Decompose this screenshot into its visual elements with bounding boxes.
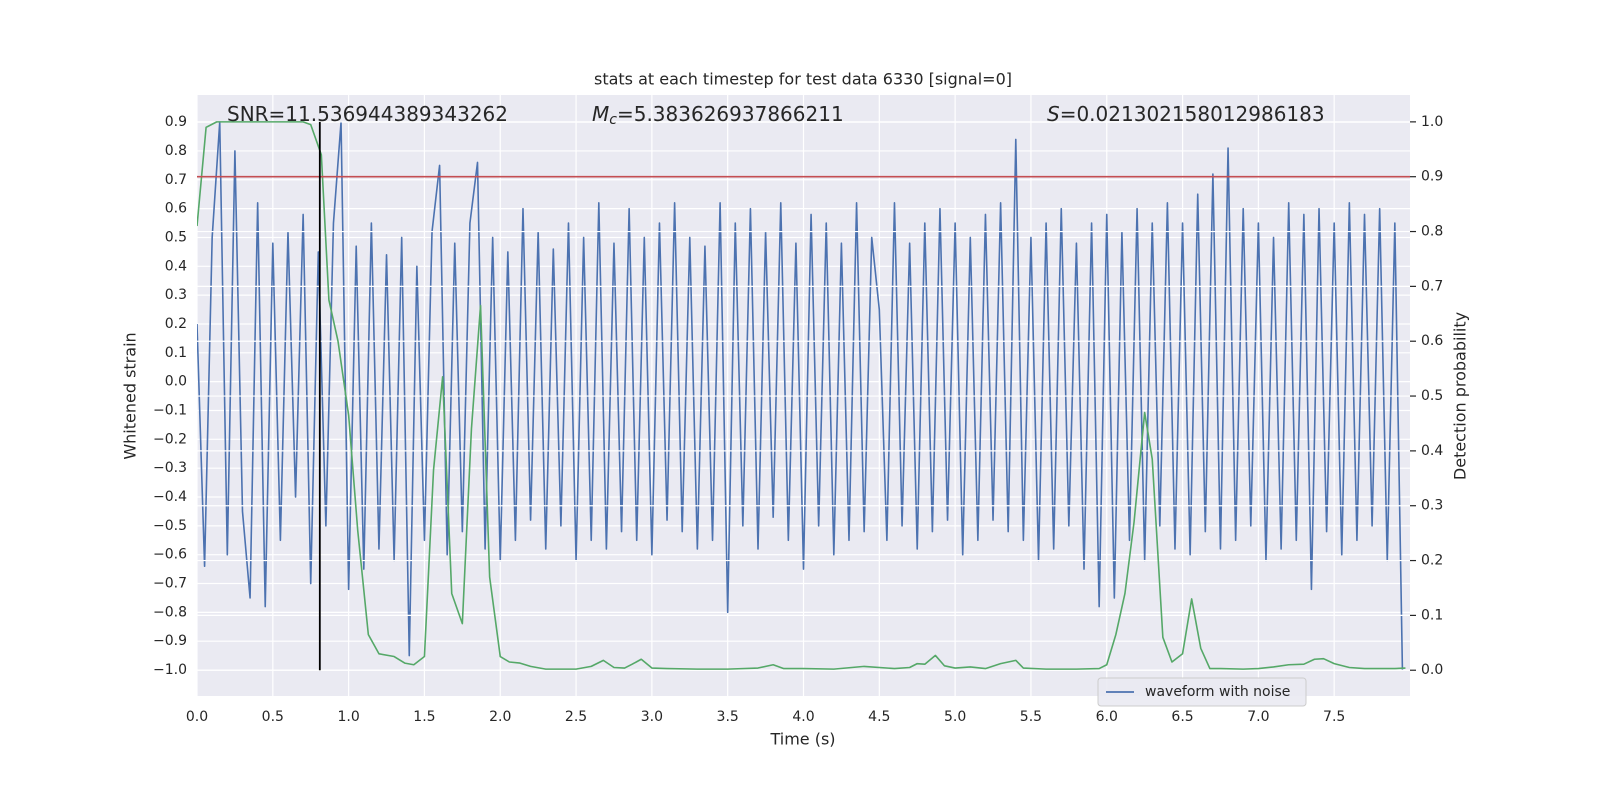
x-tick-label: 1.5	[413, 709, 435, 725]
y-tick-label: 0.9	[165, 114, 187, 130]
annotation-text: =5.383626937866211	[617, 102, 844, 126]
annotation-subscript: c	[609, 112, 617, 128]
y-tick-label: −0.1	[153, 402, 187, 418]
y2-tick-label: 0.8	[1421, 224, 1443, 240]
y2-tick-label: 0.6	[1421, 333, 1443, 349]
x-tick-label: 7.5	[1323, 709, 1345, 725]
x-tick-label: 6.0	[1096, 709, 1118, 725]
y2-tick-label: 0.1	[1421, 607, 1443, 623]
y-tick-label: 0.7	[165, 172, 187, 188]
x-tick-label: 3.5	[717, 709, 739, 725]
y-tick-label: 0.1	[165, 345, 187, 361]
annotation-symbol: M	[592, 102, 609, 126]
x-tick-label: 7.0	[1247, 709, 1269, 725]
y-tick-label: 0.2	[165, 316, 187, 332]
y-tick-label: 0.5	[165, 229, 187, 245]
probability-line	[197, 121, 1406, 670]
y-tick-label: −0.2	[153, 431, 187, 447]
y-tick-label: −1.0	[153, 662, 187, 678]
x-tick-label: 3.0	[641, 709, 663, 725]
y-axis-label: Whitened strain	[121, 332, 140, 459]
chart-title: stats at each timestep for test data 633…	[594, 70, 1012, 89]
y-tick-label: 0.4	[165, 258, 187, 274]
y-tick-label: −0.3	[153, 460, 187, 476]
y-tick-label: −0.9	[153, 633, 187, 649]
y2-tick-label: 0.9	[1421, 169, 1443, 185]
y2-tick-label: 0.4	[1421, 443, 1443, 459]
x-axis-label: Time (s)	[769, 730, 835, 749]
legend-box	[1097, 677, 1307, 707]
y2-axis-label: Detection probability	[1451, 312, 1470, 480]
annotation-symbol: S	[1047, 102, 1060, 126]
y-tick-label: 0.6	[165, 201, 187, 217]
y-tick-label: −0.8	[153, 604, 187, 620]
y-tick-label: −0.6	[153, 547, 187, 563]
x-tick-label: 2.5	[565, 709, 587, 725]
y-tick-label: −0.7	[153, 576, 187, 592]
y-tick-label: −0.5	[153, 518, 187, 534]
y-tick-label: 0.3	[165, 287, 187, 303]
x-tick-label: 5.5	[1020, 709, 1042, 725]
x-tick-label: 6.5	[1171, 709, 1193, 725]
annotation-text: =0.021302158012986183	[1060, 102, 1325, 126]
x-tick-label: 0.5	[262, 709, 284, 725]
x-tick-label: 4.0	[792, 709, 814, 725]
y-tick-label: 0.0	[165, 374, 187, 390]
x-tick-label: 2.0	[489, 709, 511, 725]
x-tick-label: 4.5	[868, 709, 890, 725]
y2-tick-label: 0.5	[1421, 388, 1443, 404]
waveform-line	[197, 121, 1404, 671]
y2-tick-label: 0.2	[1421, 553, 1443, 569]
y2-tick-label: 0.3	[1421, 498, 1443, 514]
annotation: SNR=11.536944389343262	[227, 102, 508, 126]
y2-tick-label: 0.0	[1421, 662, 1443, 678]
y-tick-label: 0.8	[165, 143, 187, 159]
annotation-text: SNR=11.536944389343262	[227, 102, 508, 126]
y2-tick-label: 1.0	[1421, 114, 1443, 130]
annotation: Mc=5.383626937866211	[592, 102, 844, 129]
x-tick-label: 1.0	[337, 709, 359, 725]
legend-label: waveform with noise	[1145, 684, 1290, 700]
x-tick-label: 5.0	[944, 709, 966, 725]
annotation: S=0.021302158012986183	[1047, 102, 1325, 126]
y2-tick-label: 0.7	[1421, 278, 1443, 294]
y-tick-label: −0.4	[153, 489, 187, 505]
x-tick-label: 0.0	[186, 709, 208, 725]
